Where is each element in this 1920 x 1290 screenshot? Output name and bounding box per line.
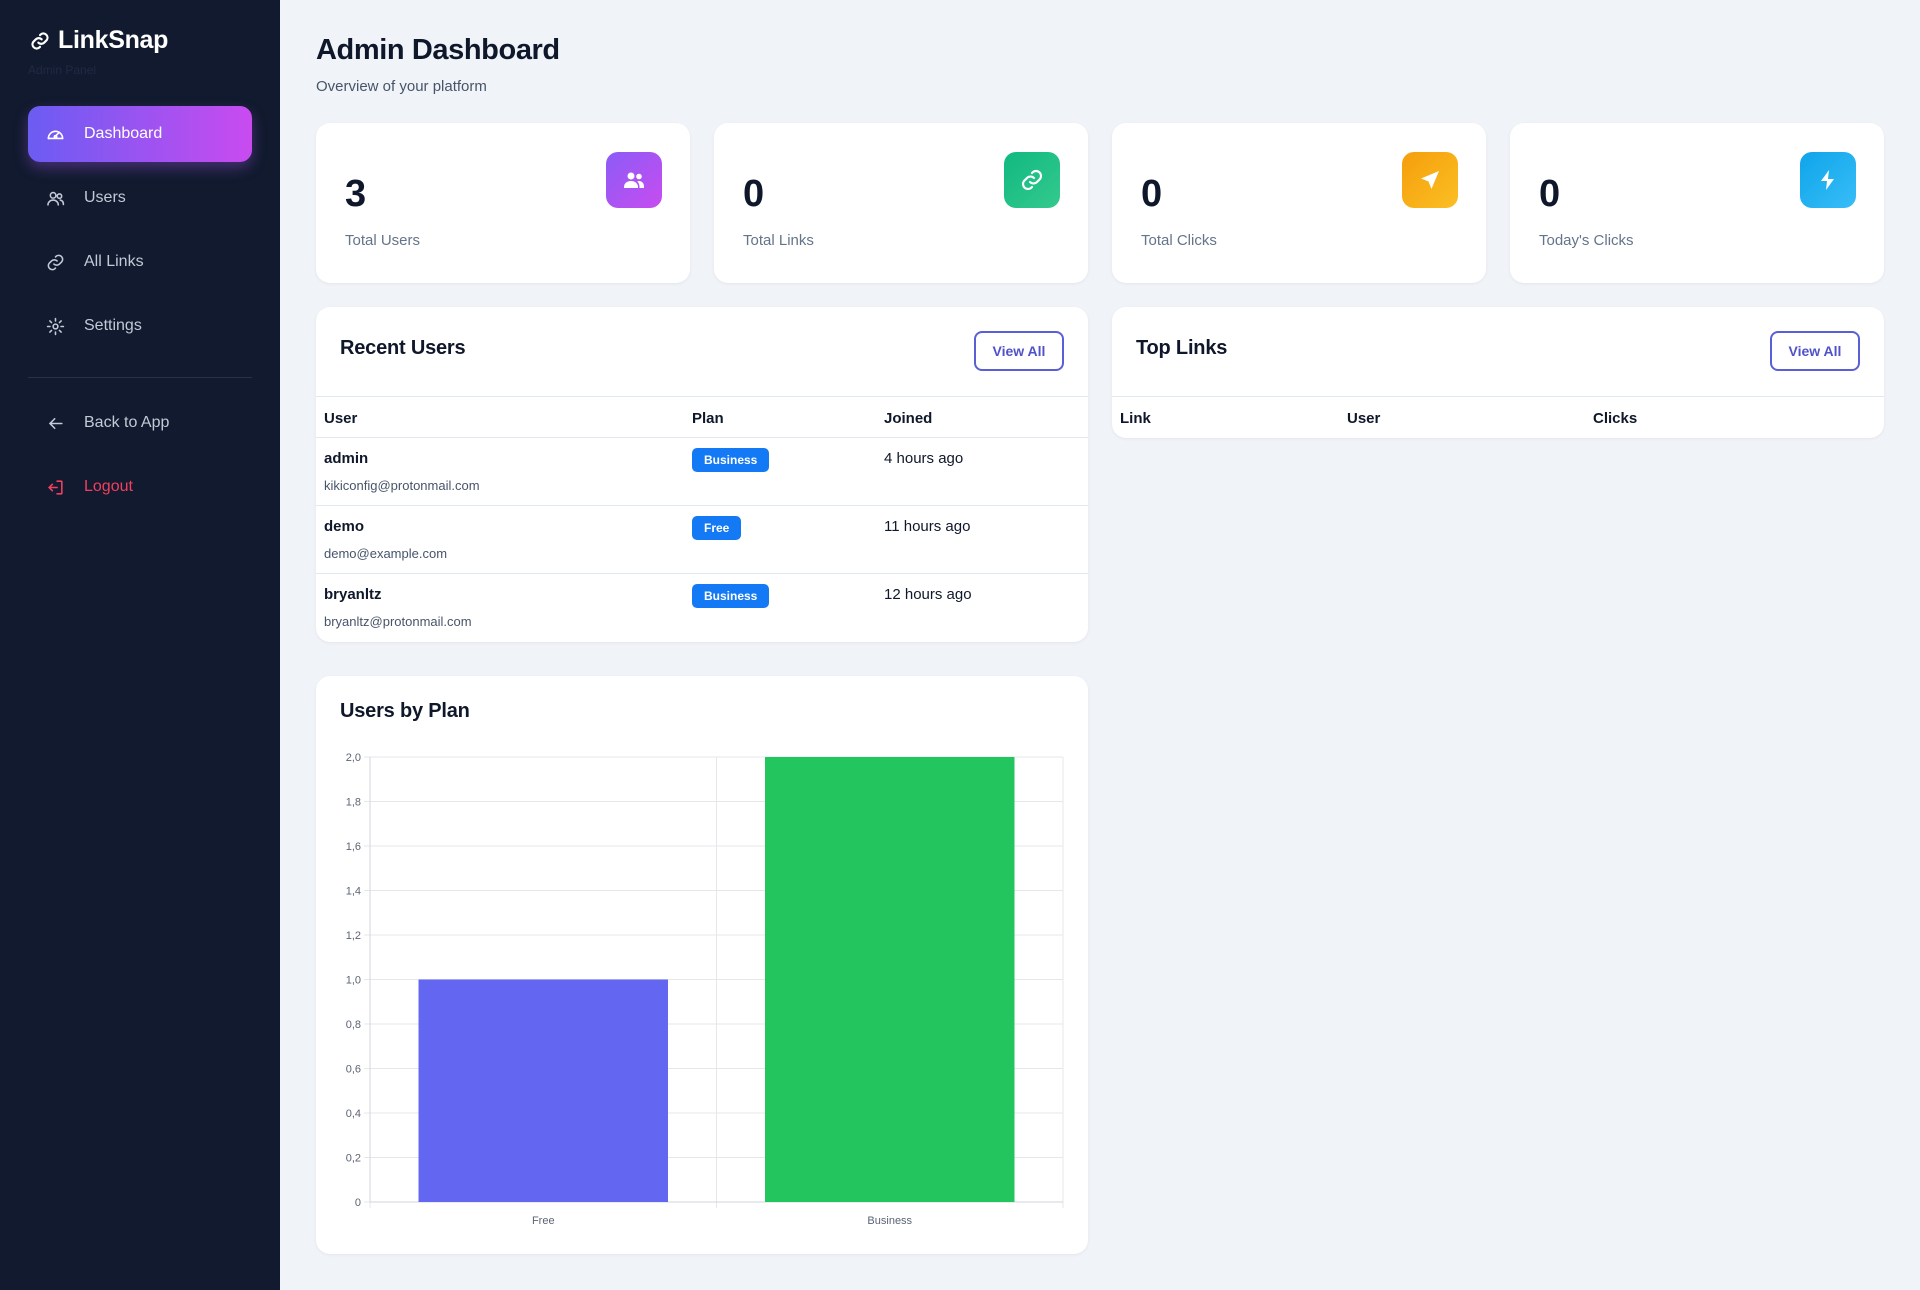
logout-button[interactable]: Logout [28, 459, 252, 515]
brand-subtitle: Admin Panel [28, 63, 97, 77]
y-tick-label: 0,2 [346, 1153, 361, 1165]
back-to-app-link[interactable]: Back to App [28, 395, 252, 451]
panel-title: Top Links [1136, 337, 1228, 359]
logout-label: Logout [84, 478, 133, 495]
page-title: Admin Dashboard [316, 34, 560, 66]
table-row[interactable]: admin kikiconfig@protonmail.com Business… [316, 438, 1088, 506]
sidebar-item-label: Dashboard [84, 125, 163, 142]
stat-label: Total Users [345, 232, 421, 249]
brand[interactable]: LinkSnap [30, 26, 168, 55]
gauge-icon [47, 130, 64, 139]
y-tick-label: 0,4 [346, 1108, 361, 1120]
y-tick-label: 1,0 [346, 975, 361, 987]
table-row[interactable]: demo demo@example.com Free 11 hours ago [316, 506, 1088, 574]
y-tick-label: 1,2 [346, 930, 361, 942]
link-icon [31, 31, 49, 50]
sidebar-divider [28, 377, 252, 378]
users-by-plan-chart: 0 0,2 0,4 0,6 0,8 1,0 1,2 1,4 1,6 1,8 2,0 Free Busin… [346, 752, 1064, 1227]
y-tick-label: 0,8 [346, 1019, 361, 1031]
column-header-joined: Joined [884, 410, 933, 427]
bar-free [418, 979, 668, 1202]
stat-card-total-links: 0 Total Links [714, 123, 1088, 283]
sidebar: LinkSnap Admin Panel Dashboard Users All… [0, 0, 280, 1290]
x-tick-label: Free [532, 1215, 555, 1227]
y-tick-label: 1,4 [346, 886, 361, 898]
y-tick-label: 0,6 [346, 1064, 361, 1076]
gear-icon [46, 317, 65, 335]
panel-title: Users by Plan [340, 700, 470, 722]
send-icon [1402, 152, 1458, 208]
stat-label: Today's Clicks [1539, 232, 1634, 249]
stat-value: 0 [743, 173, 765, 215]
sidebar-item-label: Users [84, 189, 126, 206]
divider [316, 437, 1088, 438]
users-icon [606, 152, 662, 208]
divider [316, 396, 1088, 397]
top-links-panel: Top Links View All Link User Clicks [1112, 307, 1884, 438]
recent-users-panel: Recent Users View All User Plan Joined a… [316, 307, 1088, 642]
y-tick-label: 1,6 [346, 841, 361, 853]
page-subtitle: Overview of your platform [316, 78, 487, 95]
user-email: kikiconfig@protonmail.com [324, 478, 480, 493]
link-icon [1004, 152, 1060, 208]
view-all-users-button[interactable]: View All [974, 331, 1064, 371]
arrow-left-icon [48, 417, 63, 429]
bar-business [765, 757, 1015, 1202]
x-tick-label: Business [867, 1215, 912, 1227]
column-header-plan: Plan [692, 410, 724, 427]
stat-label: Total Links [743, 232, 814, 249]
joined-time: 12 hours ago [884, 586, 972, 603]
user-name: bryanltz [324, 586, 382, 603]
users-icon [47, 191, 65, 206]
user-name: demo [324, 518, 365, 535]
stat-value: 0 [1539, 173, 1561, 215]
stat-value: 0 [1141, 173, 1163, 215]
sidebar-item-users[interactable]: Users [28, 170, 252, 226]
y-tick-label: 1,8 [346, 797, 361, 809]
users-by-plan-panel: Users by Plan 0 0,2 0,4 0,6 0,8 1,0 1,2 1,4 1,6 1… [316, 676, 1088, 1254]
brand-name: LinkSnap [58, 26, 169, 54]
sidebar-item-label: All Links [84, 253, 144, 270]
stat-card-total-clicks: 0 Total Clicks [1112, 123, 1486, 283]
y-tick-label: 0 [355, 1197, 361, 1209]
link-icon [47, 254, 64, 270]
stat-label: Total Clicks [1141, 232, 1217, 249]
table-row[interactable]: bryanltz bryanltz@protonmail.com Busines… [316, 574, 1088, 642]
joined-time: 4 hours ago [884, 450, 964, 467]
divider [1112, 396, 1884, 397]
column-header-user: User [324, 410, 358, 427]
sidebar-item-all-links[interactable]: All Links [28, 234, 252, 290]
panel-title: Recent Users [340, 337, 466, 359]
user-name: admin [324, 450, 369, 467]
column-header-clicks: Clicks [1593, 410, 1638, 427]
user-email: bryanltz@protonmail.com [324, 614, 472, 629]
user-email: demo@example.com [324, 546, 448, 561]
stat-card-total-users: 3 Total Users [316, 123, 690, 283]
sidebar-item-label: Settings [84, 317, 142, 334]
sidebar-item-settings[interactable]: Settings [28, 298, 252, 354]
logout-icon [48, 479, 63, 495]
back-to-app-label: Back to App [84, 414, 170, 431]
column-header-link: Link [1120, 410, 1151, 427]
bolt-icon [1800, 152, 1856, 208]
plan-badge: Business [692, 448, 770, 472]
plan-badge: Free [692, 516, 742, 540]
stat-value: 3 [345, 173, 367, 215]
y-tick-label: 2,0 [346, 752, 361, 764]
joined-time: 11 hours ago [884, 518, 971, 535]
view-all-links-button[interactable]: View All [1770, 331, 1860, 371]
sidebar-item-dashboard[interactable]: Dashboard [28, 106, 252, 162]
plan-badge: Business [692, 584, 770, 608]
stat-card-todays-clicks: 0 Today's Clicks [1510, 123, 1884, 283]
column-header-user: User [1347, 410, 1381, 427]
